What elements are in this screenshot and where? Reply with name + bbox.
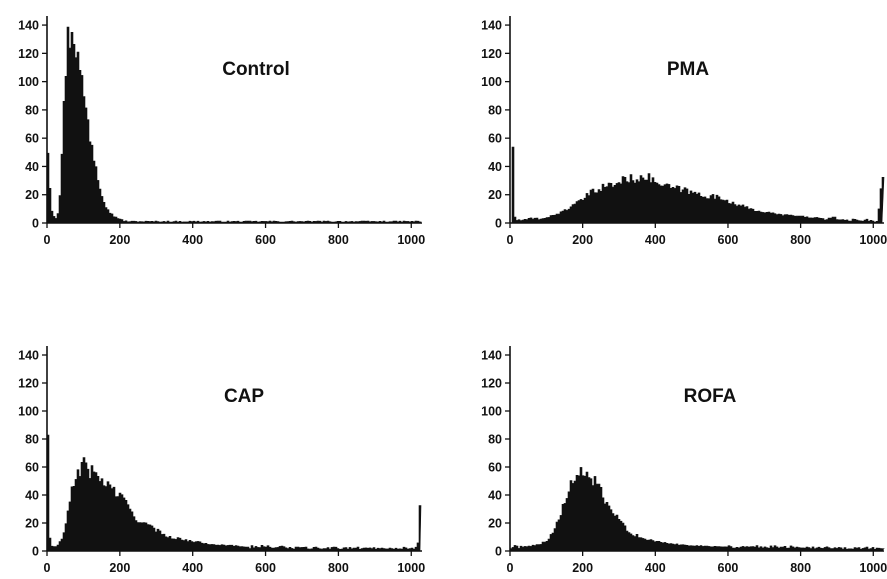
y-tick-label: 20 xyxy=(488,188,502,202)
y-tick-label: 20 xyxy=(25,517,39,531)
chart-panel-pma: 0 20 40 60 80 100 120 140 0 200 400 600 800 1000 PMA xyxy=(481,16,887,247)
y-tick-label: 40 xyxy=(488,160,502,174)
panel-title: Control xyxy=(222,59,290,80)
chart-panel-rofa: 0 20 40 60 80 100 120 140 0 200 400 600 800 1000 ROFA xyxy=(481,346,887,575)
y-tick-label: 40 xyxy=(25,160,39,174)
x-tick-label: 800 xyxy=(790,561,811,575)
histogram-area xyxy=(509,467,885,552)
y-tick-label: 100 xyxy=(18,405,39,419)
y-tick-label: 0 xyxy=(32,545,39,559)
histogram-area xyxy=(46,434,422,552)
x-tick-label: 600 xyxy=(255,561,276,575)
x-tick-label: 600 xyxy=(718,233,739,247)
x-tick-label: 1000 xyxy=(397,561,425,575)
histogram-area xyxy=(46,26,422,224)
y-tick-label: 80 xyxy=(488,103,502,117)
x-tick-label: 0 xyxy=(44,233,51,247)
x-tick-label: 200 xyxy=(572,561,593,575)
x-tick-label: 800 xyxy=(790,233,811,247)
y-tick-label: 120 xyxy=(481,47,502,61)
x-tick-label: 200 xyxy=(109,233,130,247)
x-tick-label: 1000 xyxy=(859,561,887,575)
y-tick-label: 60 xyxy=(488,132,502,146)
panel-title: PMA xyxy=(667,59,710,80)
y-tick-label: 100 xyxy=(481,405,502,419)
y-tick-label: 80 xyxy=(488,433,502,447)
x-tick-label: 400 xyxy=(182,233,203,247)
y-tick-label: 40 xyxy=(488,489,502,503)
x-tick-label: 0 xyxy=(507,561,514,575)
chart-panel-cap: 0 20 40 60 80 100 120 140 0 200 400 600 800 1000 CAP xyxy=(18,346,425,575)
y-tick-label: 140 xyxy=(481,349,502,363)
y-tick-label: 140 xyxy=(481,19,502,33)
y-tick-label: 20 xyxy=(25,188,39,202)
y-tick-label: 80 xyxy=(25,103,39,117)
x-tick-label: 600 xyxy=(255,233,276,247)
panel-title: CAP xyxy=(224,386,264,407)
x-tick-label: 200 xyxy=(572,233,593,247)
y-tick-label: 0 xyxy=(495,217,502,231)
x-tick-label: 1000 xyxy=(397,233,425,247)
x-tick-label: 600 xyxy=(718,561,739,575)
y-tick-label: 80 xyxy=(25,433,39,447)
panel-title: ROFA xyxy=(684,386,737,407)
x-tick-label: 800 xyxy=(328,561,349,575)
y-tick-label: 60 xyxy=(488,461,502,475)
y-tick-label: 20 xyxy=(488,517,502,531)
x-tick-label: 0 xyxy=(44,561,51,575)
y-tick-label: 120 xyxy=(481,377,502,391)
x-tick-label: 800 xyxy=(328,233,349,247)
chart-panel-control: 0 20 40 60 80 100 120 140 0 200 400 600 800 1000 Contr… xyxy=(18,16,425,247)
y-tick-label: 140 xyxy=(18,349,39,363)
x-tick-label: 200 xyxy=(109,561,130,575)
y-tick-label: 140 xyxy=(18,19,39,33)
x-tick-label: 400 xyxy=(645,233,666,247)
y-tick-label: 0 xyxy=(495,545,502,559)
y-tick-label: 40 xyxy=(25,489,39,503)
histogram-area xyxy=(510,146,885,224)
y-tick-label: 100 xyxy=(18,75,39,89)
x-tick-label: 0 xyxy=(507,233,514,247)
x-tick-label: 400 xyxy=(645,561,666,575)
x-tick-label: 400 xyxy=(182,561,203,575)
y-tick-label: 60 xyxy=(25,461,39,475)
x-tick-label: 1000 xyxy=(859,233,887,247)
y-tick-label: 60 xyxy=(25,132,39,146)
y-tick-label: 0 xyxy=(32,217,39,231)
y-tick-label: 120 xyxy=(18,377,39,391)
y-tick-label: 120 xyxy=(18,47,39,61)
y-tick-label: 100 xyxy=(481,75,502,89)
